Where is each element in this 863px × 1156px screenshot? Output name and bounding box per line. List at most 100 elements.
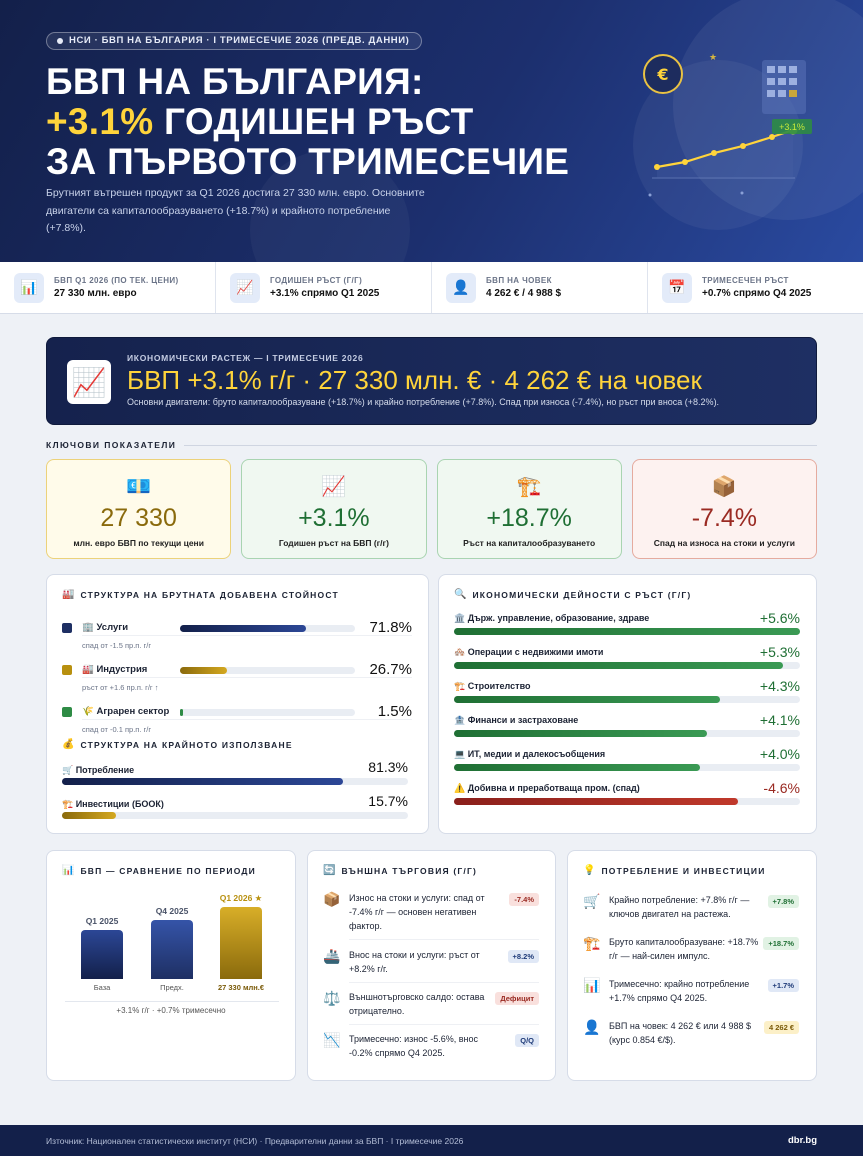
panel-heading: 🏭 СТРУКТУРА НА БРУТНАТА ДОБАВЕНА СТОЙНОС… — [62, 589, 339, 600]
item-text: Крайно потребление: +7.8% г/г — ключов д… — [609, 895, 750, 919]
panel-title: ВЪНШНА ТЪРГОВИЯ (Г/Г) — [341, 865, 478, 876]
consumption-item: 🏗️ Бруто капиталообразуване: +18.7% г/г … — [583, 935, 799, 965]
hero-header: НСИ · БВП НА БЪЛГАРИЯ · I ТРИМЕСЕЧИЕ 202… — [0, 0, 863, 262]
status-badge: 4 262 € — [763, 1021, 799, 1034]
row-label: 🏭 Индустрия — [82, 664, 148, 675]
trade-item: 📉 Тримесечно: износ -5.6%, внос -0.2% сп… — [323, 1032, 539, 1062]
comparison-bar — [151, 920, 193, 979]
divider — [82, 677, 412, 678]
key-card-label: млн. евро БВП по текущи цени — [73, 538, 204, 548]
progress-track — [180, 667, 355, 674]
progress-track — [454, 730, 800, 737]
row-value: 1.5% — [377, 703, 412, 720]
divider — [82, 635, 412, 636]
title-line-2: +3.1% ГОДИШЕН РЪСТ — [46, 102, 569, 142]
building-icon — [762, 60, 806, 114]
row-value: 15.7% — [368, 793, 408, 809]
growth-banner: 📈 ИКОНОМИЧЕСКИ РАСТЕЖ — I ТРИМЕСЕЧИЕ 202… — [46, 337, 817, 425]
euro-coin-icon: € — [643, 54, 683, 94]
item-text: БВП на човек: 4 262 € или 4 988 $ (курс … — [609, 1021, 752, 1045]
item-text: Външнотърговско салдо: остава отрицателн… — [349, 992, 485, 1016]
bar-caption: База — [93, 983, 111, 992]
trend-up-icon: 📈 — [67, 360, 111, 404]
progress-track — [454, 662, 800, 669]
calendar-icon: 📅 — [662, 272, 692, 303]
bar-chart-icon: 📊 — [583, 977, 601, 993]
row-value: +5.3% — [759, 644, 800, 660]
key-cards: 💶 27 330 млн. евро БВП по текущи цени 📈 … — [46, 459, 817, 559]
footer: Източник: Национален статистически инсти… — [0, 1125, 863, 1156]
progress-track — [62, 778, 408, 785]
scales-icon: ⚖️ — [323, 990, 341, 1006]
row-value: +4.3% — [759, 678, 800, 694]
progress-fill — [454, 628, 800, 635]
item-text: Износ на стоки и услуги: спад от -7.4% г… — [349, 893, 485, 931]
key-card-capital: 🏗️ +18.7% Ръст на капиталообразуването — [436, 459, 622, 559]
trade-item: ⚖️ Външнотърговско салдо: остава отрицат… — [323, 990, 539, 1025]
money-icon: 💶 — [126, 476, 152, 498]
key-card-value: -7.4% — [691, 504, 758, 532]
activity-row: 🏦 Финанси и застраховане +4.1% — [454, 712, 800, 746]
trend-up-icon: 📈 — [321, 476, 347, 498]
key-card-label: Ръст на капиталообразуването — [463, 538, 596, 548]
consumption-panel: 💡 ПОТРЕБЛЕНИЕ И ИНВЕСТИЦИИ 🛒 Крайно потр… — [567, 850, 817, 1081]
progress-fill — [454, 696, 721, 703]
hero-description: Брутният вътрешен продукт за Q1 2026 дос… — [46, 187, 425, 234]
progress-track — [180, 709, 355, 716]
progress-fill — [62, 778, 344, 785]
key-card-exports: 📦 -7.4% Спад на износа на стоки и услуги — [631, 459, 817, 559]
legend-swatch — [62, 707, 72, 717]
key-card-value: +18.7% — [486, 504, 572, 532]
footer-source: Източник: Национален статистически инсти… — [46, 1136, 464, 1146]
row-label: 🏗️ Инвестиции (БООК) — [62, 799, 164, 809]
activity-row: 💻 ИТ, медии и далекосъобщения +4.0% — [454, 746, 800, 780]
status-badge: +8.2% — [507, 950, 539, 963]
crane-icon: 🏗️ — [583, 935, 601, 951]
kpi-per-capita: 👤 БВП НА ЧОВЕК 4 262 € / 4 988 $ — [432, 262, 648, 313]
star-icon: ★ — [709, 52, 717, 62]
footer-brand-link[interactable]: dbr.bg — [787, 1135, 817, 1146]
ship-icon: 🚢 — [323, 948, 341, 964]
progress-track — [62, 812, 408, 819]
banner-headline: БВП +3.1% г/г · 27 330 млн. € · 4 262 € … — [127, 365, 702, 395]
kpi-bar: 📊 БВП Q1 2026 (ПО ТЕК. ЦЕНИ) 27 330 млн. … — [0, 262, 863, 314]
activity-row: ⚠️ Добивна и преработваща пром. (спад) -… — [454, 780, 800, 814]
row-label: 🏛️ Държ. управление, образование, здраве — [454, 613, 650, 623]
bar-caption: Предх. — [160, 983, 184, 992]
crane-icon: 🏗️ — [516, 476, 542, 498]
item-text: Тримесечно: износ -5.6%, внос -0.2% спря… — [349, 1034, 478, 1058]
comparison-chart: Q1 2025 База Q4 2025 Предх. Q1 2026 ★ 27 330 … — [65, 891, 279, 1021]
key-indicators-heading: КЛЮЧОВИ ПОКАЗАТЕЛИ — [46, 440, 817, 450]
bar-label: Q1 2026 ★ — [219, 893, 263, 903]
row-label: ⚠️ Добивна и преработваща пром. (спад) — [454, 783, 640, 793]
title-highlight: +3.1% — [46, 101, 154, 142]
progress-fill — [180, 625, 306, 632]
legend-swatch — [62, 623, 72, 633]
row-value: 26.7% — [369, 661, 412, 678]
panel-heading: 🔄 ВЪНШНА ТЪРГОВИЯ (Г/Г) — [323, 865, 477, 876]
consumption-item: 📊 Тримесечно: крайно потребление +1.7% с… — [583, 977, 799, 1007]
panel-title: ПОТРЕБЛЕНИЕ И ИНВЕСТИЦИИ — [601, 865, 766, 876]
status-badge: Дефицит — [495, 992, 539, 1005]
trade-panel: 🔄 ВЪНШНА ТЪРГОВИЯ (Г/Г) 📦 Износ на стоки… — [307, 850, 556, 1081]
item-text: Бруто капиталообразуване: +18.7% г/г — н… — [609, 937, 759, 961]
row-value: +4.1% — [759, 712, 800, 728]
package-icon: 📦 — [323, 891, 341, 907]
key-card-label: Годишен ръст на БВП (г/г) — [278, 538, 389, 548]
status-badge: -7.4% — [509, 893, 539, 906]
factory-icon: 🏭 — [62, 589, 75, 600]
progress-track — [454, 696, 800, 703]
money-bag-icon: 💰 — [62, 739, 75, 750]
divider — [349, 939, 539, 940]
row-note: ръст от +1.6 пр.п. г/г ↑ — [82, 683, 159, 692]
progress-fill — [454, 662, 783, 669]
divider — [349, 1024, 539, 1025]
banner-note: Основни двигатели: бруто капиталообразув… — [127, 397, 720, 407]
trend-down-icon: 📉 — [323, 1032, 341, 1048]
bar-chart-icon: 📊 — [62, 865, 75, 876]
row-value: -4.6% — [763, 780, 800, 796]
panel-heading: 📊 БВП — СРАВНЕНИЕ ПО ПЕРИОДИ — [62, 865, 256, 876]
comparison-footnote: +3.1% г/г · +0.7% тримесечно — [116, 1006, 226, 1015]
title-line-2-rest: ГОДИШЕН РЪСТ — [153, 101, 474, 142]
row-value: 71.8% — [369, 619, 412, 636]
